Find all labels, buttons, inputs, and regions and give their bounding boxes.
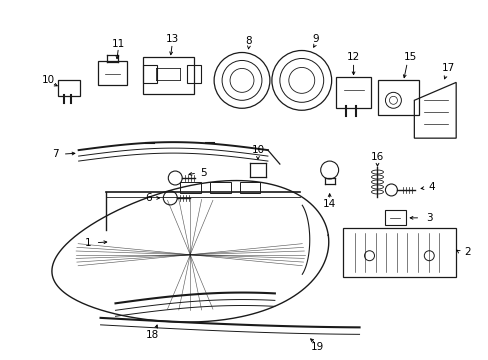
Text: 4: 4	[427, 182, 434, 192]
Text: 6: 6	[145, 193, 151, 203]
Text: 16: 16	[370, 152, 384, 162]
Text: 17: 17	[441, 63, 454, 73]
Text: 11: 11	[112, 39, 125, 49]
Text: 10: 10	[42, 75, 55, 85]
Text: 12: 12	[346, 53, 360, 63]
Text: 5: 5	[200, 168, 206, 178]
Text: 9: 9	[312, 33, 318, 44]
Text: 19: 19	[310, 342, 324, 352]
Text: 14: 14	[323, 199, 336, 209]
Text: 3: 3	[425, 213, 432, 223]
Text: 1: 1	[85, 238, 92, 248]
Text: 8: 8	[245, 36, 252, 46]
Text: 2: 2	[463, 247, 469, 257]
Text: 13: 13	[165, 33, 179, 44]
Text: 10: 10	[251, 145, 264, 155]
Text: 15: 15	[403, 53, 416, 63]
Text: 7: 7	[52, 149, 59, 159]
Text: 18: 18	[145, 330, 159, 341]
